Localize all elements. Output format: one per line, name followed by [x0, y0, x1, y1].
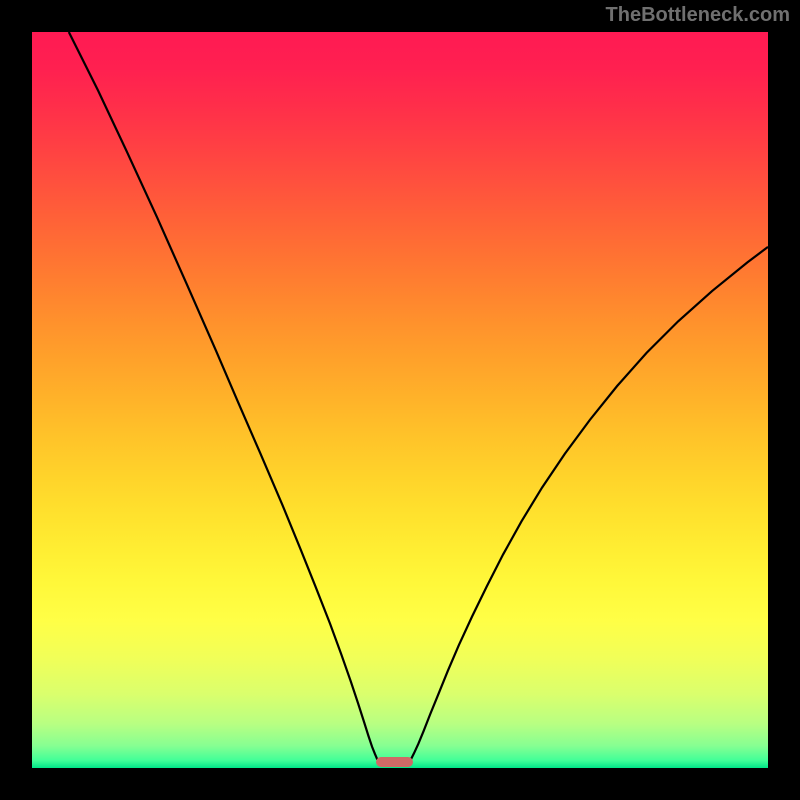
canvas-root: TheBottleneck.com	[0, 0, 800, 800]
plot-area	[32, 32, 768, 768]
curve-left	[69, 32, 380, 762]
curve-overlay	[32, 32, 768, 768]
curve-right	[409, 247, 768, 762]
vertex-marker	[376, 757, 413, 767]
watermark-text: TheBottleneck.com	[606, 4, 790, 27]
